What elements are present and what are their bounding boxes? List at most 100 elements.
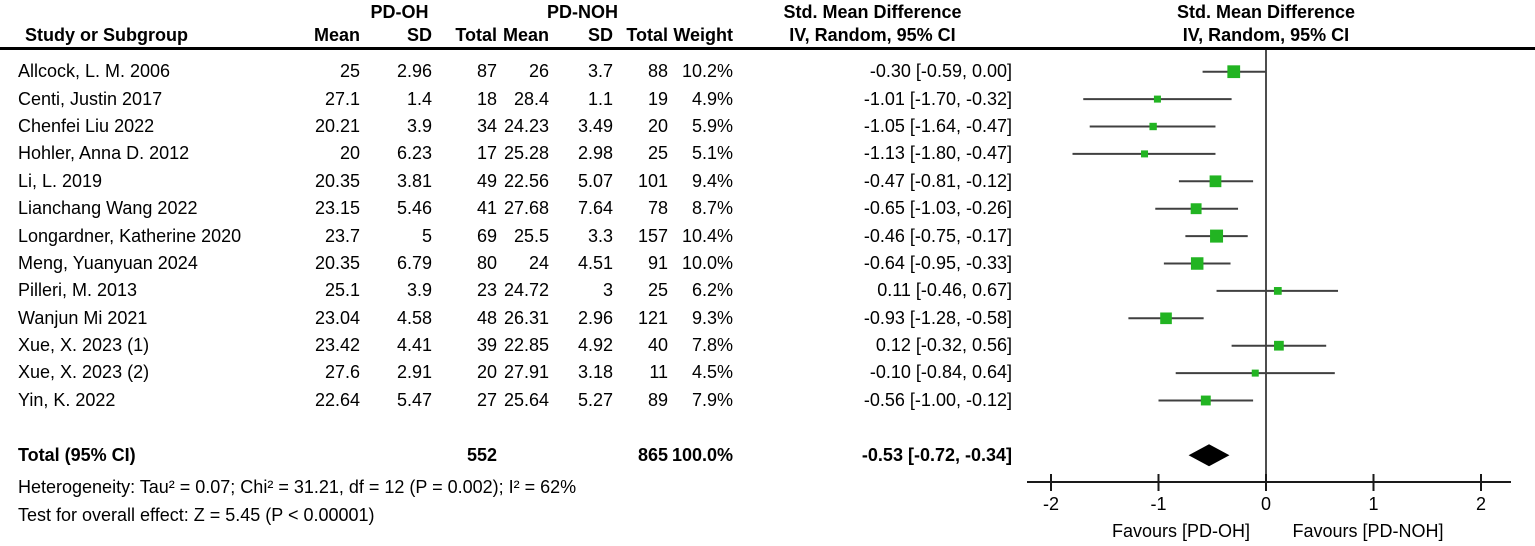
cell-total-exp: 87 [476,61,497,82]
cell-study: Lianchang Wang 2022 [18,198,198,219]
cell-ci: -0.46 [-0.75, -0.17] [863,225,1012,246]
cell-ci: -1.01 [-1.70, -0.32] [863,88,1012,109]
row-spacer [0,414,1012,441]
cell-weight: 10.4% [681,225,733,246]
cell-ci: -0.10 [-0.84, 0.64] [869,362,1012,383]
effect-marker [1251,369,1259,377]
effect-marker [1227,65,1241,79]
axis-tick-label: 0 [1261,494,1271,514]
cell-mean-ctrl: 27.91 [503,362,549,383]
study-row: Yin, K. 2022 22.64 5.47 27 25.64 5.27 89 7.9% -0… [0,387,1012,414]
cell-sd-exp: 1.4 [406,88,432,109]
col-header-total-ctrl: Total [626,25,668,46]
effect-marker [1190,257,1204,270]
heterogeneity-text: Heterogeneity: Tau² = 0.07; Chi² = 31.21… [18,477,577,497]
cell-sd-exp: 5.47 [396,389,432,410]
total-label: Total (95% CI) [18,444,136,465]
study-row: Li, L. 2019 20.35 3.81 49 22.56 5.07 101 9.4% -0… [0,168,1012,195]
cell-total-exp: 39 [476,335,497,356]
cell-mean-exp: 25.1 [324,280,360,301]
cell-total-ctrl: 121 [637,307,668,328]
cell-sd-ctrl: 2.98 [577,143,613,164]
effect-marker [1141,150,1149,158]
cell-mean-ctrl: 26 [528,61,549,82]
overall-effect-text: Test for overall effect: Z = 5.45 (P < 0… [18,505,375,525]
cell-sd-ctrl: 4.51 [577,252,613,273]
group-header-experimental: PD-OH [370,2,429,23]
cell-study: Li, L. 2019 [18,170,103,191]
cell-weight: 7.9% [691,389,733,410]
effect-subtitle: IV, Random, 95% CI [789,25,956,46]
cell-weight: 9.3% [691,307,733,328]
cell-ci: -0.93 [-1.28, -0.58] [863,307,1012,328]
effect-marker [1209,175,1222,188]
cell-study: Chenfei Liu 2022 [18,115,155,136]
cell-mean-ctrl: 22.85 [503,335,549,356]
total-weight: 100.0% [671,444,733,465]
cell-ci: -0.64 [-0.95, -0.33] [863,252,1012,273]
total-ci: -0.53 [-0.72, -0.34] [861,444,1012,465]
study-row: Xue, X. 2023 (2) 27.6 2.91 20 27.91 3.18 11 4.5… [0,359,1012,386]
col-header-total-exp: Total [455,25,497,46]
cell-sd-ctrl: 3.3 [587,225,613,246]
cell-sd-ctrl: 1.1 [587,88,613,109]
cell-total-ctrl: 157 [637,225,668,246]
favours-right-label: Favours [PD-NOH] [1292,521,1443,541]
cell-total-ctrl: 40 [647,335,668,356]
total-n-ctrl: 865 [637,444,668,465]
cell-mean-exp: 23.15 [314,198,360,219]
effect-marker [1160,312,1172,325]
cell-total-ctrl: 11 [649,362,668,383]
cell-sd-exp: 5 [421,225,432,246]
cell-ci: -0.30 [-0.59, 0.00] [869,61,1012,82]
cell-total-exp: 27 [476,389,497,410]
cell-sd-exp: 3.9 [406,280,432,301]
cell-total-ctrl: 25 [647,280,668,301]
cell-sd-exp: 6.79 [396,252,432,273]
cell-sd-exp: 5.46 [396,198,432,219]
pooled-diamond [1188,444,1230,467]
cell-total-ctrl: 91 [647,252,668,273]
cell-sd-ctrl: 5.27 [577,389,613,410]
study-row: Centi, Justin 2017 27.1 1.4 18 28.4 1.1 19 4.9%… [0,85,1012,112]
cell-total-ctrl: 101 [637,170,668,191]
axis-tick-label: -2 [1043,494,1059,514]
cell-weight: 10.2% [681,61,733,82]
cell-sd-ctrl: 5.07 [577,170,613,191]
cell-study: Longardner, Katherine 2020 [18,225,242,246]
cell-sd-ctrl: 3 [602,280,613,301]
study-row: Pilleri, M. 2013 25.1 3.9 23 24.72 3 25 6.2% 0.1… [0,277,1012,304]
col-header-mean-exp: Mean [313,25,360,46]
cell-sd-ctrl: 3.18 [577,362,613,383]
col-header-sd-exp: SD [406,25,432,46]
cell-sd-exp: 4.41 [396,335,432,356]
cell-study: Xue, X. 2023 (2) [18,362,150,383]
col-header-sd-ctrl: SD [587,25,613,46]
cell-study: Yin, K. 2022 [18,389,116,410]
favours-left-label: Favours [PD-OH] [1112,521,1250,541]
cell-total-exp: 80 [476,252,497,273]
cell-study: Meng, Yuanyuan 2024 [18,252,198,273]
col-header-mean-ctrl: Mean [502,25,549,46]
cell-mean-ctrl: 24.23 [503,115,549,136]
cell-study: Centi, Justin 2017 [18,88,163,109]
cell-total-exp: 23 [476,280,497,301]
cell-study: Pilleri, M. 2013 [18,280,138,301]
axis-tick-label: -1 [1150,494,1166,514]
cell-study: Xue, X. 2023 (1) [18,335,150,356]
cell-total-ctrl: 78 [647,198,668,219]
total-n-exp: 552 [466,444,497,465]
col-header-weight: Weight [673,25,733,46]
cell-sd-ctrl: 7.64 [577,198,613,219]
study-table-body: Allcock, L. M. 2006 25 2.96 87 26 3.7 88 10.2% -… [0,58,1012,469]
study-row: Wanjun Mi 2021 23.04 4.58 48 26.31 2.96 121 9.3… [0,305,1012,332]
cell-ci: -0.47 [-0.81, -0.12] [863,170,1012,191]
effect-marker [1210,229,1224,243]
cell-total-exp: 34 [476,115,497,136]
effect-title: Std. Mean Difference [783,2,962,23]
cell-mean-exp: 20 [339,143,360,164]
cell-mean-ctrl: 25.28 [503,143,549,164]
cell-mean-exp: 23.04 [314,307,360,328]
cell-weight: 5.1% [691,143,733,164]
cell-mean-ctrl: 27.68 [503,198,549,219]
